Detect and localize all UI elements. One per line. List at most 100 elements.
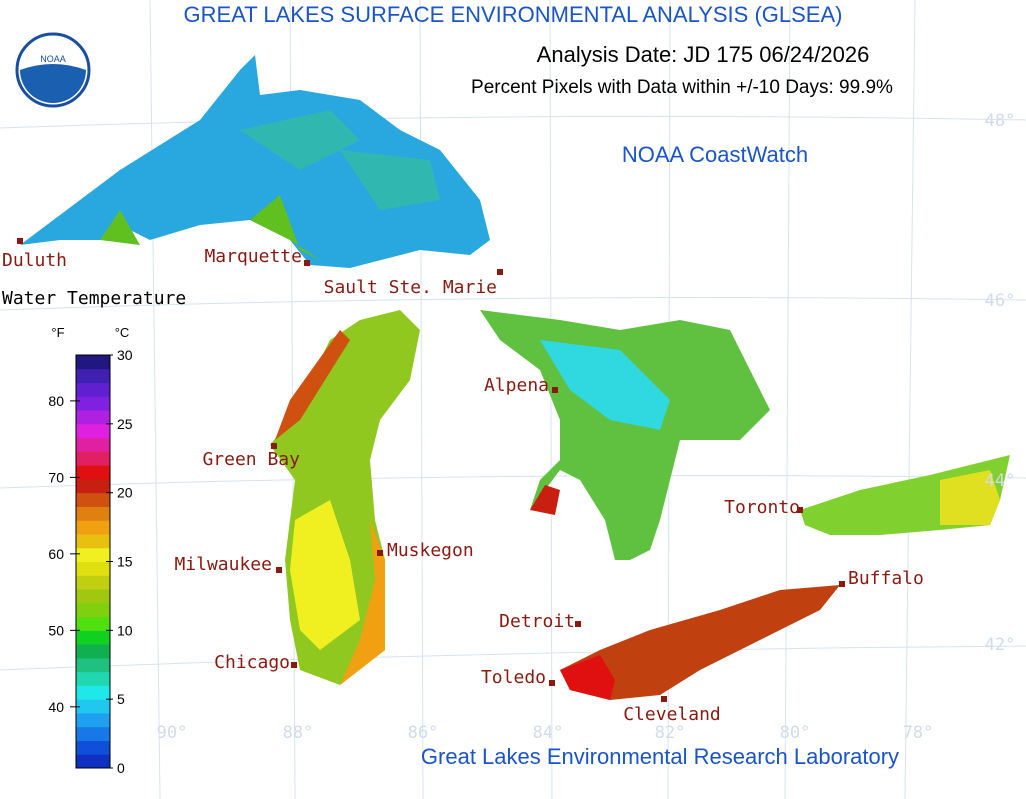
- city-marker: [552, 387, 558, 393]
- colorbar-swatch: [76, 547, 110, 562]
- city-marker: [497, 269, 503, 275]
- lake-huron: [480, 310, 770, 560]
- c-tick-label: 30: [117, 347, 133, 363]
- coordinates: 48° 46° 44° 42° 90° 88° 86° 84° 82° 80° 78°: [157, 111, 1016, 743]
- colorbar-swatch: [76, 410, 110, 425]
- city-label: Toronto: [724, 497, 800, 518]
- footer: Great Lakes Environmental Research Labor…: [421, 744, 899, 769]
- lake-michigan-east: [340, 520, 385, 685]
- colorbar-swatch: [76, 355, 110, 370]
- city-marker: [276, 567, 282, 573]
- f-tick-label: 40: [48, 699, 64, 715]
- colorbar-swatch: [76, 671, 110, 686]
- legend: Water Temperature °F °C 0 5 10 15 20 25 30 40 50…: [2, 288, 186, 776]
- lake-superior: [20, 55, 490, 268]
- colorbar-swatch: [76, 740, 110, 755]
- latitude-label: 46°: [985, 291, 1016, 311]
- city-marker: [839, 581, 845, 587]
- city-marker: [304, 260, 310, 266]
- colorbar-swatch: [76, 699, 110, 714]
- lake-ontario-east: [940, 470, 1000, 525]
- logo-wave: [20, 64, 86, 103]
- city-label: Marquette: [204, 246, 302, 267]
- city-marker: [271, 443, 277, 449]
- latitude-label: 44°: [985, 471, 1016, 491]
- f-label: °F: [51, 325, 64, 340]
- lake-superior-shallow: [100, 195, 320, 260]
- f-tick-label: 50: [48, 622, 64, 638]
- logo: NOAA: [15, 32, 91, 108]
- city-marker: [377, 550, 383, 556]
- city-label: Chicago: [214, 652, 290, 673]
- colorbar-swatch: [76, 520, 110, 535]
- colorbar-swatch: [76, 478, 110, 494]
- logo-text: NOAA: [40, 54, 66, 64]
- city-marker: [17, 238, 23, 244]
- colorbar-swatch: [76, 726, 110, 741]
- c-tick-label: 15: [117, 554, 133, 570]
- city-marker: [575, 621, 581, 627]
- colorbar-swatch: [76, 533, 110, 549]
- city-label: Toledo: [481, 667, 546, 688]
- city-label: Muskegon: [387, 540, 474, 561]
- colorbar-swatch: [76, 644, 110, 659]
- colorbar-swatch: [76, 465, 110, 480]
- analysis-date: Analysis Date: JD 175 06/24/2026: [537, 42, 870, 67]
- c-tick-label: 0: [117, 760, 125, 776]
- longitude-label: 84°: [533, 723, 564, 743]
- longitude-label: 90°: [157, 723, 188, 743]
- longitude-label: 86°: [408, 723, 439, 743]
- source: NOAA CoastWatch: [622, 142, 808, 167]
- colorbar-swatch: [76, 657, 110, 673]
- longitude-label: 82°: [655, 723, 686, 743]
- colorbar-swatch: [76, 575, 110, 590]
- latitude-label: 42°: [985, 635, 1016, 655]
- lake-erie: [560, 585, 840, 700]
- city-marker: [797, 507, 803, 513]
- colorbar-swatch: [76, 589, 110, 604]
- green-bay: [275, 330, 350, 440]
- colorbar-swatch: [76, 368, 110, 384]
- colorbar-swatch: [76, 396, 110, 411]
- colorbar-swatch: [76, 437, 110, 452]
- cities: Duluth Marquette Sault Ste. Marie Alpena Gre…: [2, 238, 924, 725]
- city-label: Buffalo: [848, 568, 924, 589]
- f-tick-label: 60: [48, 546, 64, 562]
- lake-huron-cold: [540, 340, 670, 430]
- colorbar-swatch: [76, 685, 110, 700]
- lake-michigan-warm: [290, 500, 360, 650]
- city-label: Green Bay: [202, 449, 300, 470]
- lake-superior-mid: [240, 110, 440, 210]
- colorbar-swatch: [76, 423, 110, 439]
- colorbar-swatch: [76, 506, 110, 521]
- city-marker: [291, 662, 297, 668]
- colorbar-swatch: [76, 630, 110, 645]
- colorbar-swatch: [76, 602, 110, 618]
- city-marker: [661, 696, 667, 702]
- city-label: Duluth: [2, 250, 67, 271]
- percent-pixels: Percent Pixels with Data within +/-10 Da…: [471, 77, 893, 98]
- c-tick-label: 10: [117, 622, 133, 638]
- colorbar-swatch: [76, 492, 110, 507]
- longitude-label: 88°: [283, 723, 314, 743]
- colorbar-swatch: [76, 382, 110, 397]
- c-tick-label: 20: [117, 485, 133, 501]
- f-tick-label: 80: [48, 393, 64, 409]
- latitude-label: 48°: [985, 111, 1016, 131]
- c-tick-label: 5: [117, 691, 125, 707]
- city-label: Alpena: [484, 375, 549, 396]
- lake-erie-west: [560, 655, 615, 700]
- colorbar-swatch: [76, 754, 110, 769]
- city-marker: [549, 680, 555, 686]
- title: GREAT LAKES SURFACE ENVIRONMENTAL ANALYS…: [184, 2, 843, 27]
- legend-title: Water Temperature: [2, 288, 186, 309]
- colorbar-swatch: [76, 561, 110, 576]
- city-label: Detroit: [499, 611, 575, 632]
- colorbar-swatch: [76, 616, 110, 631]
- city-label: Sault Ste. Marie: [324, 277, 497, 298]
- longitude-label: 80°: [780, 723, 811, 743]
- colorbar-swatch: [76, 451, 110, 466]
- f-tick-label: 70: [48, 469, 64, 485]
- saginaw-bay: [530, 485, 560, 515]
